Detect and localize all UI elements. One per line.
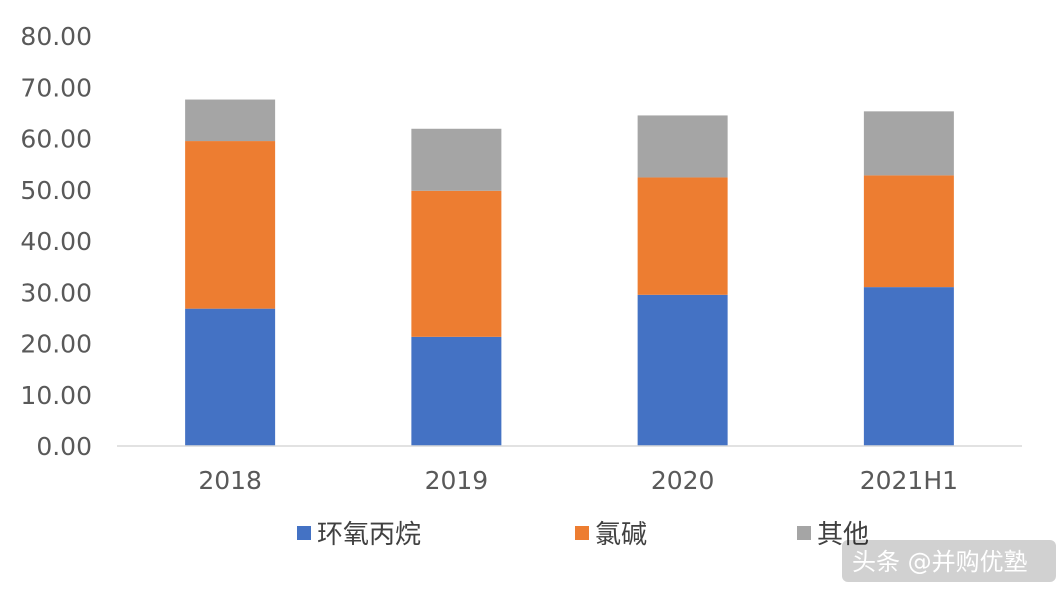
y-tick-label: 80.00 xyxy=(20,22,92,51)
x-tick-label: 2018 xyxy=(198,466,262,495)
bar-segment xyxy=(637,294,728,446)
x-tick-label: 2019 xyxy=(425,466,489,495)
x-axis: 2018 2019 2020 2021H1 xyxy=(198,466,958,495)
bar-segment xyxy=(185,308,276,446)
bar-segment xyxy=(863,287,954,446)
y-tick-label: 10.00 xyxy=(20,381,92,410)
y-tick-label: 30.00 xyxy=(20,278,92,307)
bar-segment xyxy=(185,141,276,309)
legend: 环氧丙烷 氯碱 其他 xyxy=(297,520,869,550)
bar-segment xyxy=(411,128,502,191)
legend-swatch xyxy=(297,526,311,540)
x-tick-label: 2021H1 xyxy=(860,466,958,495)
legend-label: 环氧丙烷 xyxy=(317,520,421,550)
bar-segment xyxy=(637,177,728,295)
bar-segment xyxy=(637,115,728,178)
bar-segment xyxy=(863,111,954,176)
legend-swatch xyxy=(797,526,811,540)
y-axis: 0.00 10.00 20.00 30.00 40.00 50.00 60.00 70.00 8… xyxy=(20,22,92,461)
legend-swatch xyxy=(575,526,589,540)
x-tick-label: 2020 xyxy=(651,466,715,495)
watermark: 头条 @并购优塾 xyxy=(842,540,1056,582)
y-tick-label: 70.00 xyxy=(20,73,92,102)
bar-segment xyxy=(863,175,954,288)
legend-label: 氯碱 xyxy=(595,520,647,550)
y-tick-label: 40.00 xyxy=(20,227,92,256)
y-tick-label: 60.00 xyxy=(20,125,92,154)
bar-segment xyxy=(411,190,502,337)
watermark-text: 头条 @并购优塾 xyxy=(852,548,1028,576)
y-tick-label: 50.00 xyxy=(20,176,92,205)
y-tick-label: 20.00 xyxy=(20,330,92,359)
bar-segment xyxy=(411,336,502,446)
legend-label: 其他 xyxy=(817,520,869,550)
bars xyxy=(185,99,954,446)
y-tick-label: 0.00 xyxy=(36,432,92,461)
bar-segment xyxy=(185,99,276,142)
